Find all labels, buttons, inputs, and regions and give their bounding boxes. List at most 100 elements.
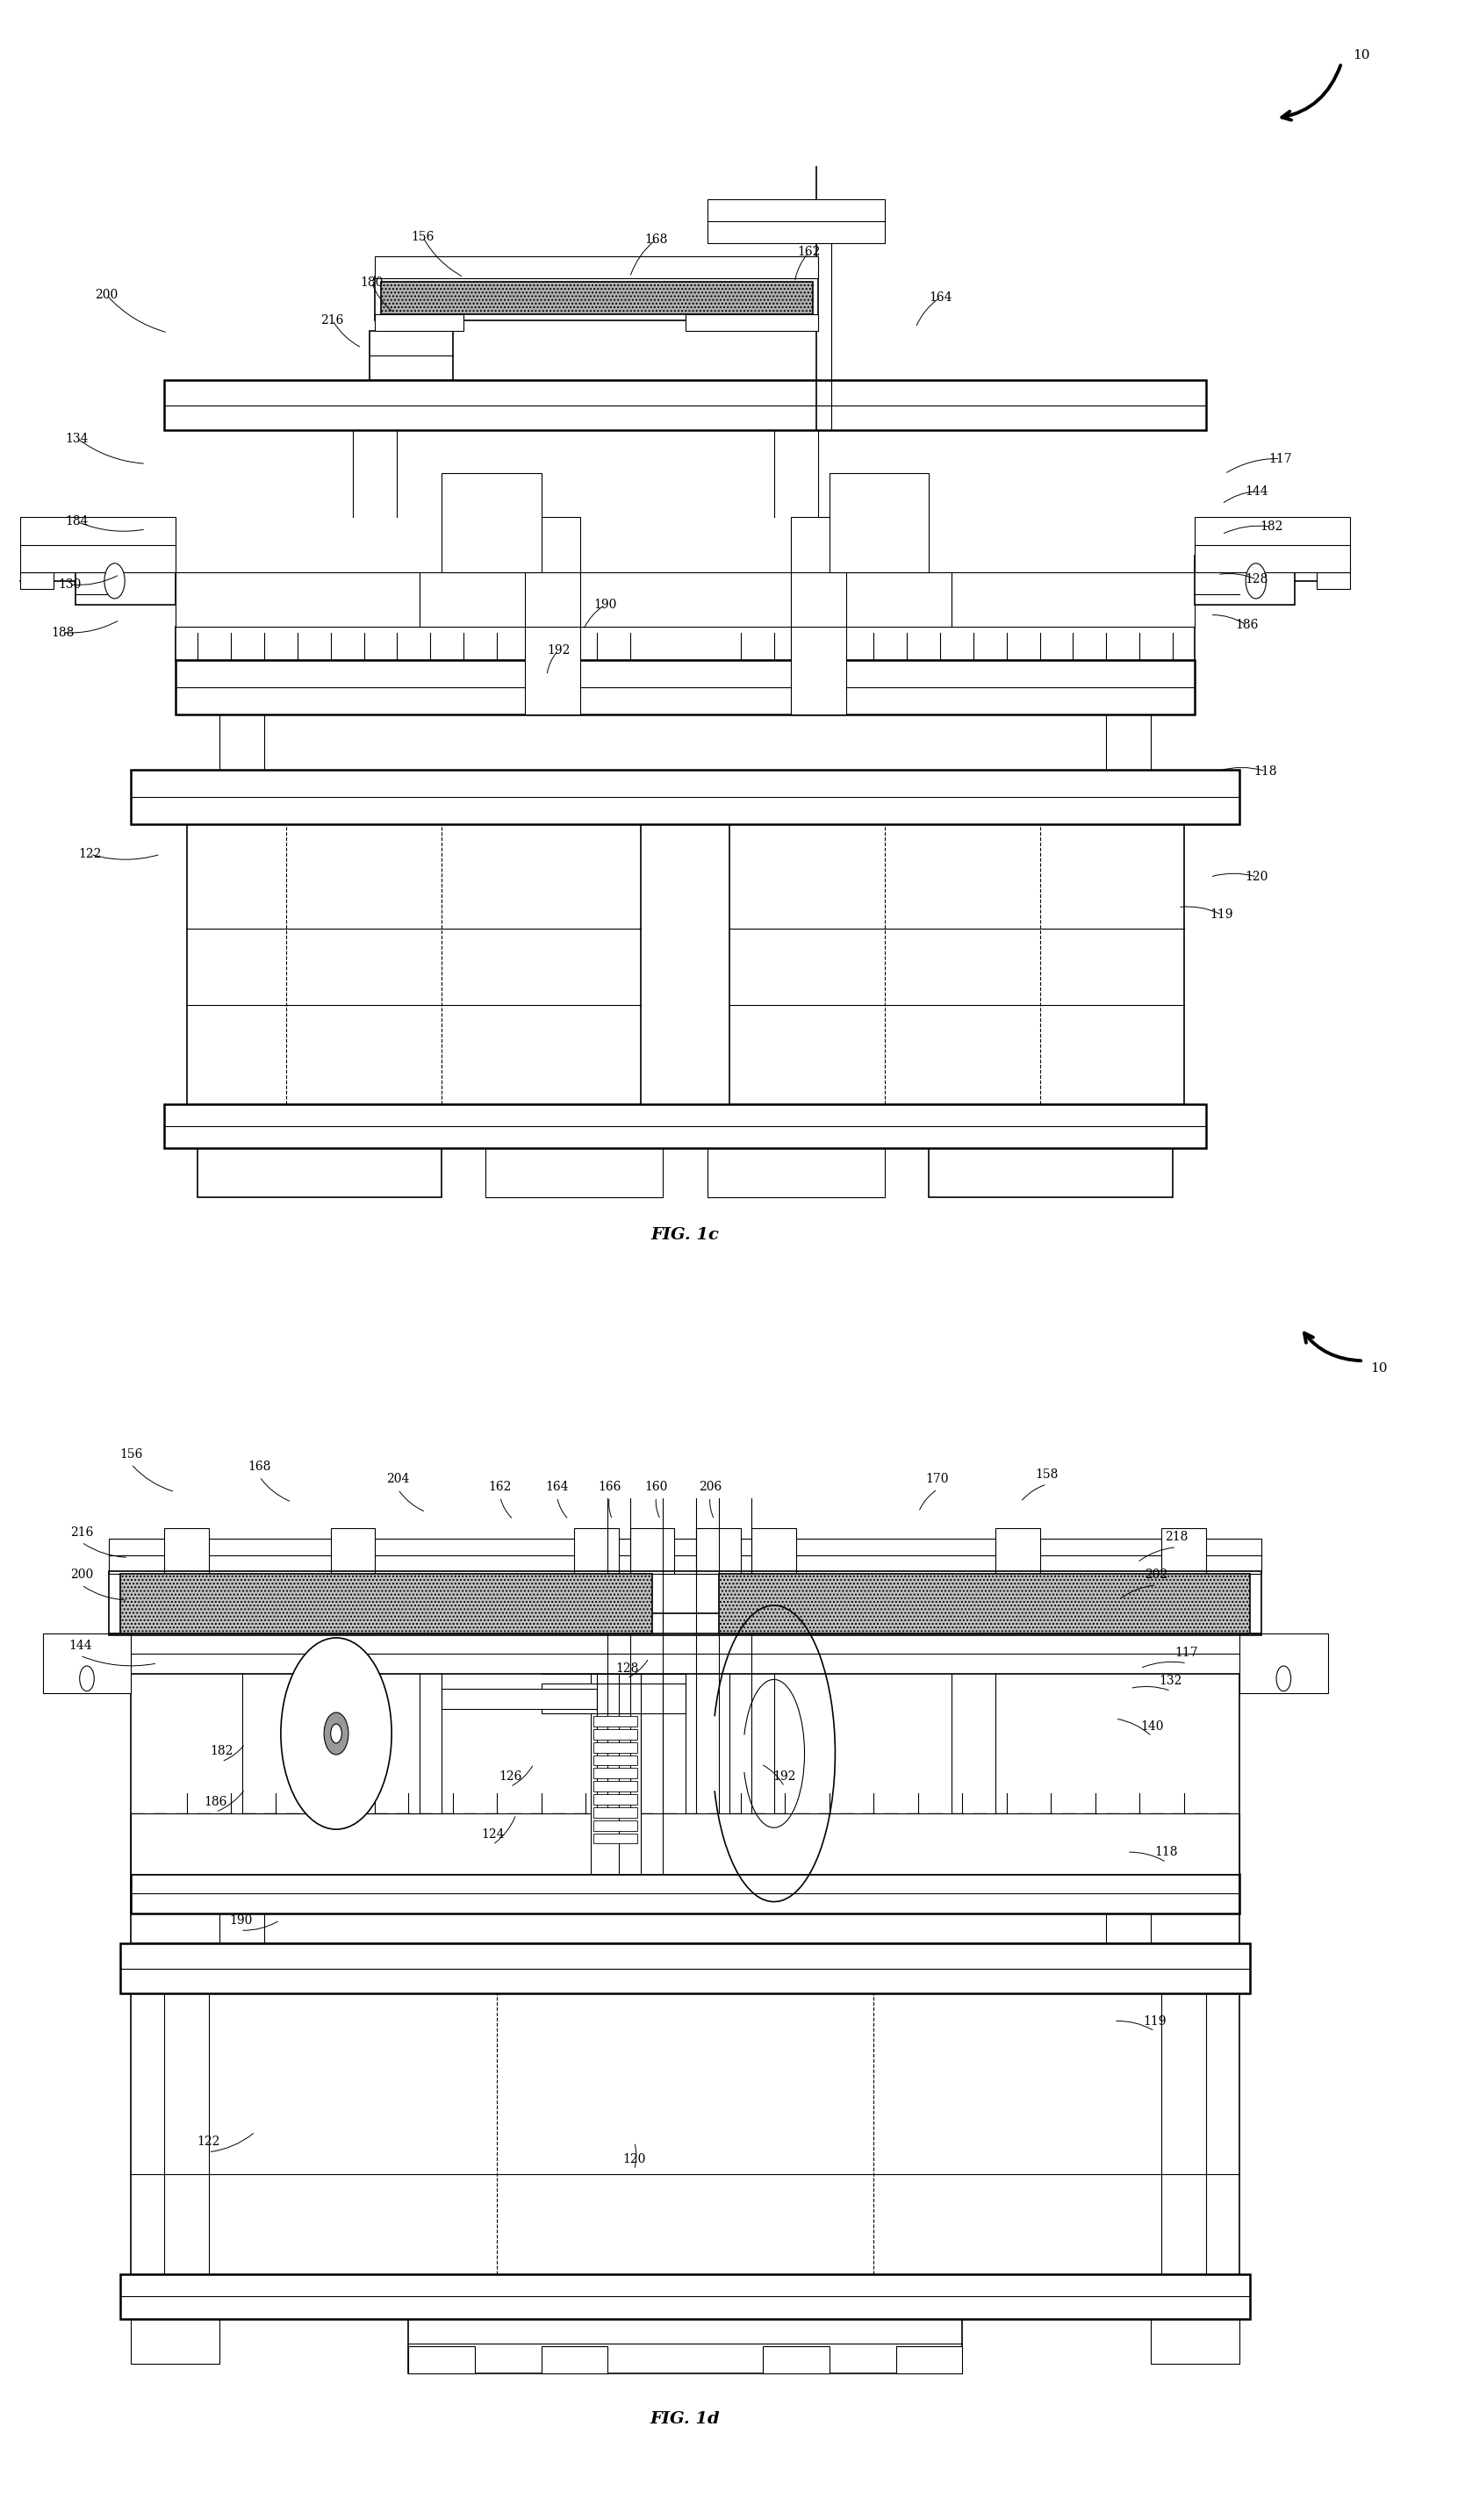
Text: 164: 164 (929, 292, 952, 302)
Bar (752, 1530, 796, 1572)
Bar (951, 1814, 965, 1875)
Bar (309, 1814, 322, 1875)
Bar (790, 517, 846, 716)
Bar (420, 1814, 433, 1875)
Bar (593, 1741, 637, 1751)
Bar (669, 572, 678, 627)
Bar (885, 1814, 898, 1875)
Text: 118: 118 (1155, 1847, 1178, 1857)
Text: 10: 10 (1353, 50, 1371, 60)
Bar (375, 1814, 388, 1875)
Bar (574, 1530, 618, 1572)
Bar (1172, 1814, 1187, 1875)
Bar (436, 572, 445, 627)
Bar (389, 572, 397, 627)
Bar (286, 1814, 300, 1875)
Bar (331, 1530, 375, 1572)
Text: 118: 118 (1254, 766, 1277, 776)
Text: 206: 206 (698, 1482, 722, 1492)
Bar (369, 330, 452, 381)
Text: 119: 119 (1143, 2016, 1166, 2026)
Bar (752, 572, 761, 627)
Bar (697, 1530, 741, 1572)
Bar (519, 572, 528, 627)
Text: 156: 156 (120, 1449, 143, 1459)
Bar (907, 1814, 920, 1875)
Bar (252, 572, 260, 627)
Text: 186: 186 (1235, 620, 1258, 630)
Bar (935, 572, 943, 627)
Bar (701, 572, 712, 627)
Bar (967, 572, 975, 627)
Bar (1061, 1814, 1076, 1875)
Text: 166: 166 (598, 1482, 621, 1492)
Text: 200: 200 (70, 1570, 93, 1580)
Bar (442, 474, 541, 572)
Bar (719, 572, 728, 627)
Bar (974, 1814, 987, 1875)
Text: 128: 128 (1245, 575, 1268, 585)
Bar (1180, 572, 1188, 627)
Text: 190: 190 (593, 600, 617, 610)
Bar (1150, 1814, 1163, 1875)
Bar (486, 572, 494, 627)
Bar (120, 1943, 1251, 1993)
Bar (796, 1814, 809, 1875)
Bar (951, 572, 1196, 627)
Bar (768, 572, 777, 627)
Bar (1040, 1814, 1053, 1875)
Text: 160: 160 (644, 1482, 668, 1492)
Bar (735, 572, 744, 627)
Bar (929, 1814, 942, 1875)
Bar (175, 660, 1196, 716)
Bar (175, 572, 420, 627)
Bar (636, 572, 644, 627)
Text: 117: 117 (1175, 1648, 1198, 1658)
Bar (593, 1769, 637, 1779)
Bar (652, 572, 660, 627)
Bar (131, 1993, 1239, 2273)
Text: 119: 119 (1210, 910, 1233, 920)
Circle shape (324, 1714, 348, 1754)
Bar (593, 1716, 637, 1726)
Text: 122: 122 (79, 849, 102, 859)
Text: 158: 158 (1035, 1469, 1059, 1479)
Bar (553, 572, 561, 627)
Bar (729, 1814, 744, 1875)
Text: 117: 117 (1268, 454, 1292, 464)
Bar (187, 824, 642, 1104)
Text: 182: 182 (1260, 522, 1283, 532)
Bar (236, 572, 245, 627)
Bar (1085, 1814, 1098, 1875)
Bar (593, 1782, 637, 1792)
Bar (1059, 572, 1066, 627)
Bar (1073, 572, 1082, 627)
Bar (818, 1814, 831, 1875)
Bar (109, 1572, 1261, 1635)
Text: FIG. 1c: FIG. 1c (652, 1227, 719, 1242)
Bar (328, 572, 337, 627)
Bar (707, 199, 885, 244)
Circle shape (1245, 564, 1266, 600)
Bar (596, 1814, 609, 1875)
Bar (996, 1530, 1040, 1572)
Text: 200: 200 (95, 290, 118, 300)
Bar (868, 572, 878, 627)
Bar (404, 572, 413, 627)
Bar (593, 1807, 637, 1817)
Bar (1149, 572, 1158, 627)
Bar (198, 1147, 442, 1197)
Bar (283, 572, 290, 627)
Bar (840, 1814, 854, 1875)
Bar (1028, 572, 1035, 627)
Bar (486, 1147, 663, 1197)
Bar (1239, 1633, 1328, 1693)
Bar (618, 572, 628, 627)
Bar (719, 1572, 1251, 1633)
Text: 120: 120 (1245, 872, 1268, 882)
Bar (206, 572, 214, 627)
Bar (729, 824, 1184, 1104)
Bar (175, 1814, 190, 1875)
Bar (381, 282, 812, 315)
Bar (442, 1688, 596, 1709)
